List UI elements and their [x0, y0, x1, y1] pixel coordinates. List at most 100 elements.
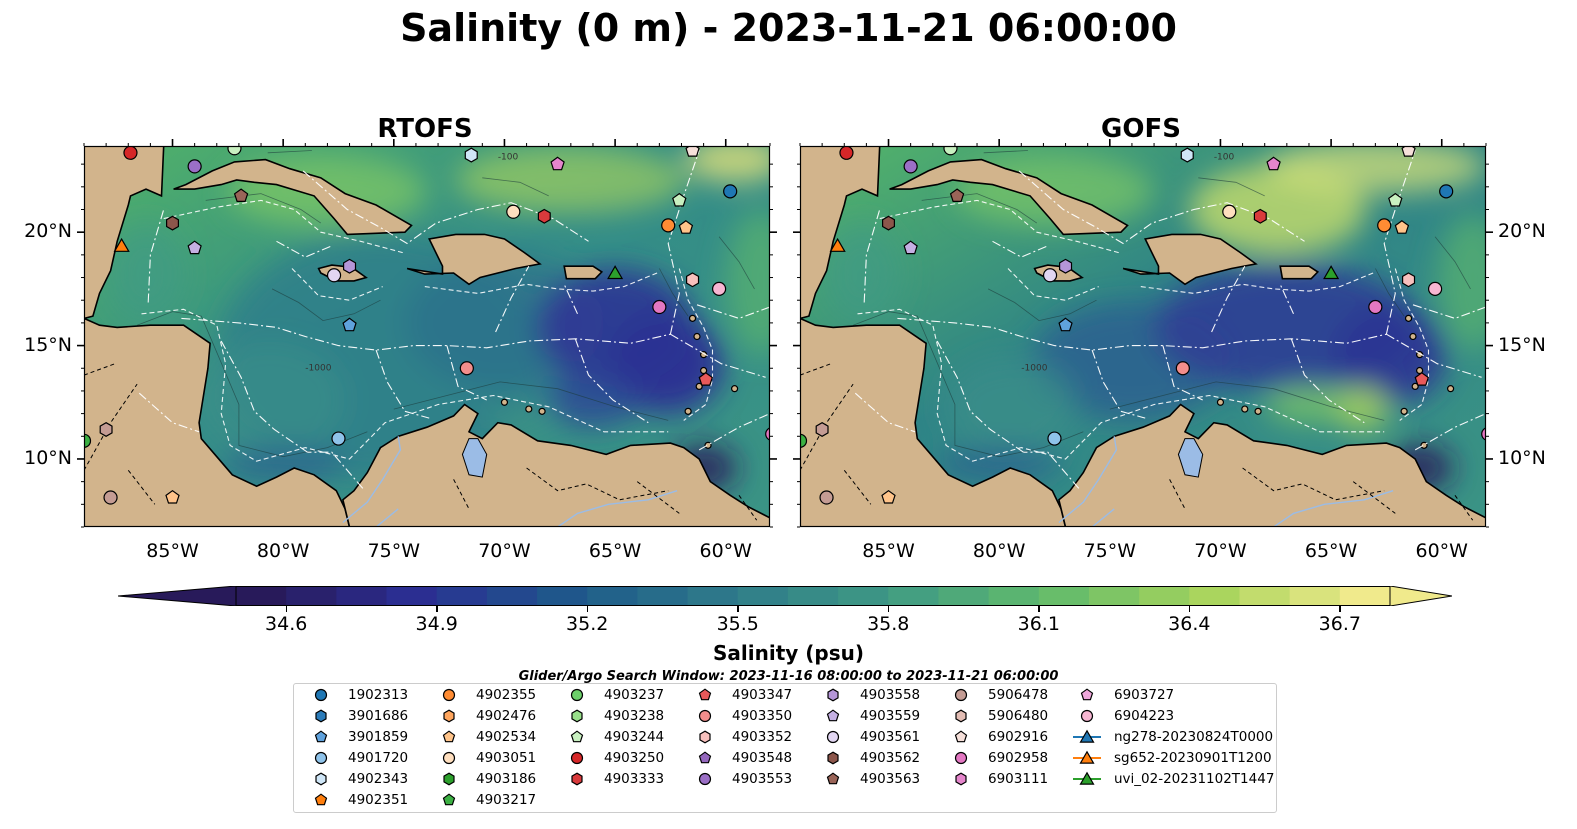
small-island: [695, 382, 703, 390]
depth-contour: [1198, 177, 1265, 197]
observation-marker: [1368, 299, 1383, 315]
legend-triangle-marker: [1079, 750, 1095, 764]
observation-marker: [99, 422, 113, 437]
eez-boundary: [1414, 413, 1486, 451]
shelf-line: [678, 268, 714, 421]
legend-circle-marker: [314, 751, 328, 765]
observation-marker: [187, 240, 202, 255]
longitude-tick-label: 80°W: [256, 540, 310, 562]
land-border: [127, 469, 156, 505]
legend-label: ng278-20230824T0000: [1114, 729, 1274, 745]
legend-hexagon-marker: [571, 709, 583, 723]
colorbar-segment: [1139, 586, 1190, 606]
land-masses: [800, 146, 1486, 527]
small-island: [704, 441, 712, 449]
small-island: [1241, 405, 1249, 413]
legend-label: 4902476: [476, 708, 537, 724]
legend-marker-icon: [442, 688, 456, 702]
legend-entry: 4903186: [434, 769, 536, 789]
eez-boundary: [495, 265, 530, 333]
observation-marker: [712, 281, 727, 296]
shelf-line: [857, 308, 1385, 462]
legend-label: 4903237: [604, 687, 665, 703]
legend-hexagon-marker: [315, 709, 327, 723]
colorbar-segment: [988, 586, 1040, 606]
legend-entry: 4902343: [306, 769, 408, 789]
observation-marker: [187, 159, 202, 174]
observation-marker: [123, 146, 138, 160]
observation-marker: [819, 490, 834, 505]
land-border: [84, 383, 138, 471]
colorbar-segment: [336, 586, 388, 606]
legend-marker-icon: [571, 772, 583, 786]
legend-entry: 4902351: [306, 790, 408, 810]
eez-boundary: [1091, 349, 1146, 419]
legend-label: 3901686: [348, 708, 409, 724]
colorbar-segment: [587, 586, 638, 606]
observation-marker: [652, 299, 667, 315]
shelf-line: [141, 308, 669, 462]
land-border: [1169, 479, 1186, 510]
map-ticks: [77, 139, 777, 528]
longitude-tick-label: 65°W: [1304, 540, 1358, 562]
latitude-tick-label: 20°N: [1498, 220, 1546, 243]
legend-entry: 4903562: [818, 748, 920, 768]
land-north-america: [84, 146, 165, 320]
latitude-tick-label: 10°N: [1498, 446, 1546, 469]
panel-title-gofs: GOFS: [1101, 114, 1181, 144]
legend-label: 4903548: [732, 750, 793, 766]
legend-circle-marker: [954, 751, 968, 765]
legend-marker-icon: [315, 772, 327, 786]
observation-marker: [1059, 258, 1073, 274]
shelf-line: [163, 199, 403, 254]
observation-marker: [881, 215, 896, 231]
salinity-anomaly: [725, 209, 770, 355]
eez-boundary: [667, 150, 700, 335]
colorbar-tick-mark: [1339, 606, 1341, 612]
eez-boundary: [181, 317, 671, 351]
legend-marker-icon: [571, 709, 583, 723]
lake-maracaibo: [1177, 438, 1204, 478]
legend-hexagon-marker: [955, 709, 967, 723]
depth-contour: [205, 193, 322, 224]
contour-label-1000: -1000: [305, 364, 331, 374]
observation-marker: [1222, 204, 1237, 219]
eez-boundary: [1162, 345, 1203, 401]
land-border: [526, 467, 669, 501]
legend-label: 4903559: [860, 708, 921, 724]
land-border: [1242, 467, 1385, 501]
observation-marker: [1401, 146, 1416, 157]
land-hispaniola: [1122, 233, 1258, 286]
depth-contour: [271, 288, 381, 322]
small-island: [688, 314, 697, 322]
observation-marker: [459, 361, 474, 376]
colorbar-tick-mark: [285, 606, 288, 612]
legend-marker-icon: [442, 730, 456, 743]
small-island: [500, 398, 509, 406]
shelf-line: [1140, 272, 1374, 294]
observation-marker: [1323, 265, 1340, 280]
legend-label: 5906480: [988, 708, 1049, 724]
shelf-line: [1394, 268, 1430, 421]
small-island: [1409, 332, 1417, 341]
legend-label: 4902534: [476, 729, 537, 745]
eez-boundary: [446, 345, 487, 401]
legend-entry: 4903238: [562, 706, 664, 726]
small-island: [538, 407, 546, 415]
observation-marker: [331, 431, 346, 446]
observation-marker: [678, 220, 694, 234]
legend-label: 4903250: [604, 750, 665, 766]
legend-entry: 4903350: [690, 706, 792, 726]
small-island: [693, 332, 701, 341]
legend-entry: 4903559: [818, 706, 920, 726]
observation-marker: [464, 147, 478, 163]
legend-pentagon-marker: [314, 730, 328, 743]
land-cuba: [173, 158, 413, 236]
map-ticks: [793, 139, 1493, 528]
eez-boundary: [1023, 451, 1080, 489]
observation-marker: [672, 192, 687, 207]
colorbar-tick-label: 36.7: [1318, 613, 1361, 635]
legend-pentagon-marker: [570, 730, 584, 743]
legend-hexagon-marker: [571, 772, 583, 786]
eez-boundary: [854, 392, 916, 433]
